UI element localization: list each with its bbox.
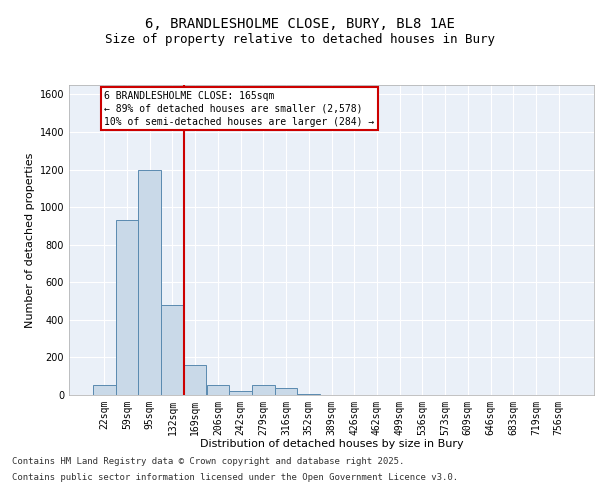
Text: 6 BRANDLESHOLME CLOSE: 165sqm
← 89% of detached houses are smaller (2,578)
10% o: 6 BRANDLESHOLME CLOSE: 165sqm ← 89% of d… <box>104 90 375 127</box>
Bar <box>275 388 298 395</box>
Text: Size of property relative to detached houses in Bury: Size of property relative to detached ho… <box>105 32 495 46</box>
Bar <box>184 365 206 395</box>
Bar <box>298 394 320 395</box>
Bar <box>93 384 116 395</box>
Bar <box>252 384 275 395</box>
Bar <box>116 220 139 395</box>
X-axis label: Distribution of detached houses by size in Bury: Distribution of detached houses by size … <box>200 440 463 450</box>
Text: Contains HM Land Registry data © Crown copyright and database right 2025.: Contains HM Land Registry data © Crown c… <box>12 458 404 466</box>
Y-axis label: Number of detached properties: Number of detached properties <box>25 152 35 328</box>
Bar <box>161 305 184 395</box>
Bar <box>229 391 252 395</box>
Text: 6, BRANDLESHOLME CLOSE, BURY, BL8 1AE: 6, BRANDLESHOLME CLOSE, BURY, BL8 1AE <box>145 18 455 32</box>
Bar <box>139 170 161 395</box>
Bar <box>206 384 229 395</box>
Text: Contains public sector information licensed under the Open Government Licence v3: Contains public sector information licen… <box>12 472 458 482</box>
